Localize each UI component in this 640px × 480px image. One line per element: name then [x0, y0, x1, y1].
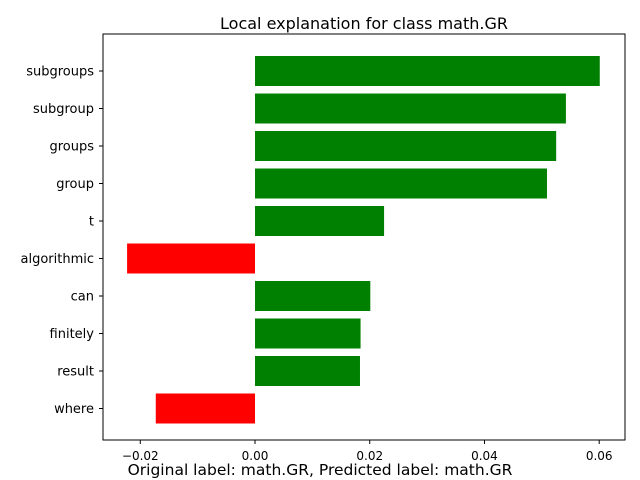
y-tick-label: t: [89, 215, 94, 230]
bar-subgroup: [255, 93, 566, 124]
chart-title: Local explanation for class math.GR: [220, 14, 508, 33]
x-tick-label: 0.02: [356, 449, 383, 463]
bar-t: [255, 206, 385, 236]
y-tick-label: finitely: [50, 327, 95, 342]
y-tick-label: subgroups: [26, 65, 94, 80]
y-tick-label: can: [71, 290, 94, 305]
x-axis-ticks: −0.02 0.00 0.02 0.04 0.06: [122, 440, 613, 463]
axes-frame: [102, 33, 626, 441]
bar-subgroups: [255, 56, 600, 86]
y-tick-label: result: [57, 365, 94, 380]
y-tick-label: algorithmic: [21, 252, 95, 267]
bar-can: [255, 281, 371, 311]
chart-caption: Original label: math.GR, Predicted label…: [128, 461, 513, 479]
y-tick-label: groups: [49, 140, 94, 155]
bar-group: [255, 168, 547, 199]
y-axis-ticks: subgroups subgroup groups group t algorithmic…: [21, 65, 103, 417]
x-tick-label: 0.00: [242, 449, 269, 463]
x-tick-label: 0.06: [586, 449, 613, 463]
y-tick-label: where: [54, 402, 94, 417]
x-tick-label: 0.04: [471, 449, 498, 463]
bar-groups: [255, 131, 557, 161]
bar-finitely: [255, 318, 361, 349]
x-tick-label: −0.02: [122, 449, 159, 463]
y-tick-label: group: [56, 177, 94, 192]
bar-where: [155, 393, 256, 424]
y-tick-label: subgroup: [33, 102, 94, 117]
bar-algorithmic: [127, 243, 256, 274]
bars-group: [127, 56, 600, 424]
bar-result: [255, 356, 360, 386]
